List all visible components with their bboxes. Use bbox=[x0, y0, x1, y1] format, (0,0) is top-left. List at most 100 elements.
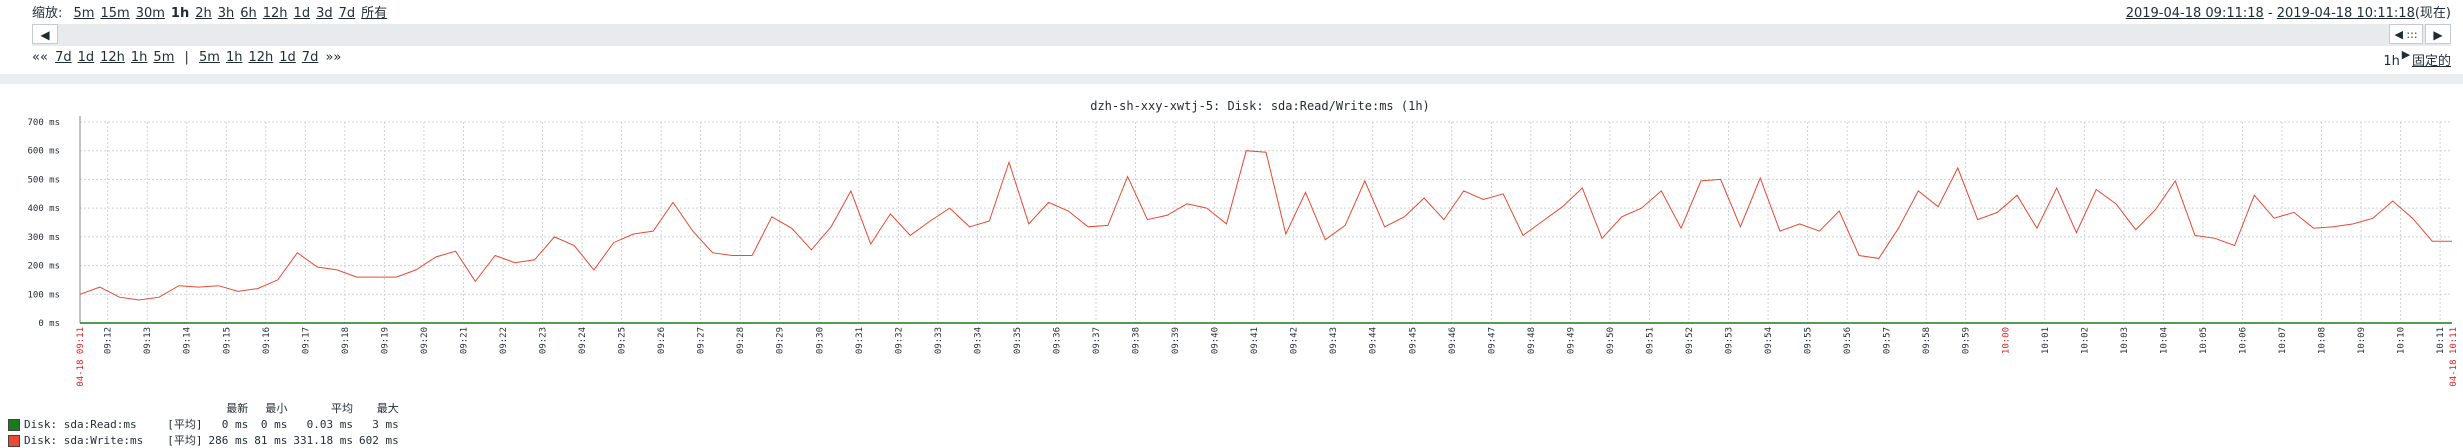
legend-max-write: 602 ms bbox=[358, 433, 399, 447]
zoom-option-9[interactable]: 3d bbox=[316, 6, 333, 21]
x-tick-label: 09:27 bbox=[697, 327, 707, 354]
x-tick-label: 10:01 bbox=[2041, 327, 2051, 354]
x-tick-label: 09:25 bbox=[618, 327, 628, 354]
zoom-option-8[interactable]: 1d bbox=[293, 6, 311, 21]
nav-forward-link-4[interactable]: 7d bbox=[301, 50, 319, 65]
legend-header-last: 最新 bbox=[226, 402, 249, 415]
x-tick-label: 09:48 bbox=[1527, 327, 1537, 354]
x-tick-label: 10:08 bbox=[2318, 327, 2328, 354]
zoom-option-1[interactable]: 15m bbox=[100, 6, 130, 21]
nav-back-link-2[interactable]: 12h bbox=[100, 50, 125, 65]
chart-title: dzh-sh-xxy-xwtj-5: Disk: sda:Read/Write:… bbox=[1090, 99, 1430, 113]
x-tick-label: 09:59 bbox=[1962, 327, 1972, 354]
scroll-left-button[interactable]: ◀ bbox=[32, 24, 58, 44]
period-controls: 1h 固定的 bbox=[2383, 50, 2451, 69]
legend-min-read: 0 ms bbox=[260, 417, 288, 431]
x-tick-label: 10:09 bbox=[2357, 327, 2367, 354]
zoom-option-6[interactable]: 6h bbox=[240, 6, 257, 21]
legend-kind-read: [平均] bbox=[167, 418, 203, 431]
x-tick-label: 09:26 bbox=[657, 327, 667, 354]
y-tick-label: 0 ms bbox=[38, 319, 60, 329]
legend-avg-read: 0.03 ms bbox=[306, 417, 353, 431]
nav-separator: | bbox=[184, 50, 189, 65]
chart-series bbox=[79, 150, 2452, 324]
divider bbox=[0, 74, 2463, 84]
nav-back-link-0[interactable]: 7d bbox=[55, 50, 72, 65]
x-tick-label: 09:38 bbox=[1132, 327, 1142, 354]
scroll-right-button[interactable]: ▶ bbox=[2425, 24, 2451, 44]
date-range: 2019-04-18 09:11:18 - 2019-04-18 10:11:1… bbox=[2126, 2, 2451, 21]
graph: dzh-sh-xxy-xwtj-5: Disk: sda:Read/Write:… bbox=[27, 99, 2459, 387]
x-tick-label: 09:20 bbox=[420, 327, 430, 354]
fixed-toggle[interactable]: 固定的 bbox=[2411, 54, 2451, 69]
x-tick-label: 09:34 bbox=[973, 327, 983, 354]
chart-grid bbox=[80, 121, 2452, 324]
zoom-option-4[interactable]: 2h bbox=[195, 6, 212, 21]
x-tick-label: 09:36 bbox=[1052, 327, 1062, 354]
nav-forward-link-3[interactable]: 1d bbox=[279, 50, 296, 65]
legend: 最新 最小 平均 最大 Disk: sda:Read:ms [平均] 0 ms … bbox=[8, 400, 405, 448]
zoom-option-0[interactable]: 5m bbox=[73, 6, 95, 21]
nav-forward-link-0[interactable]: 5m bbox=[199, 50, 220, 65]
x-tick-label: 09:45 bbox=[1408, 327, 1418, 354]
y-tick-label: 700 ms bbox=[27, 118, 60, 128]
x-tick-label: 09:58 bbox=[1922, 327, 1932, 354]
x-tick-label: 09:44 bbox=[1369, 327, 1379, 354]
legend-min-write: 81 ms bbox=[254, 433, 288, 447]
x-tick-label: 09:54 bbox=[1764, 327, 1774, 354]
legend-last-read: 0 ms bbox=[221, 417, 249, 431]
nav-forward-link-1[interactable]: 1h bbox=[225, 50, 243, 65]
x-tick-label: 09:13 bbox=[143, 327, 153, 354]
legend-swatch-write bbox=[8, 434, 20, 447]
range-to[interactable]: 2019-04-18 10:11:18 bbox=[2276, 6, 2415, 21]
scroll-handle[interactable]: ◀ ::: ▶ bbox=[2389, 24, 2423, 61]
x-tick-label: 09:32 bbox=[894, 327, 904, 354]
nav-forward-items: 5m 1h 12h 1d 7d bbox=[196, 50, 321, 65]
zoom-option-5[interactable]: 3h bbox=[217, 6, 235, 21]
zoom-option-11[interactable]: 所有 bbox=[361, 6, 388, 21]
x-tick-label: 09:53 bbox=[1725, 327, 1735, 354]
x-tick-label: 10:11 bbox=[2436, 327, 2446, 354]
time-scrollbar[interactable] bbox=[32, 24, 2451, 46]
zoom-option-10[interactable]: 7d bbox=[338, 6, 356, 21]
zoom-option-3[interactable]: 1h bbox=[170, 6, 190, 21]
x-tick-label: 09:12 bbox=[104, 327, 114, 354]
zoom-label: 缩放: bbox=[32, 6, 63, 21]
x-tick-label: 09:17 bbox=[301, 327, 311, 354]
x-tick-label: 09:28 bbox=[736, 327, 746, 354]
x-tick-label: 09:57 bbox=[1883, 327, 1893, 354]
nav-forward-link-2[interactable]: 12h bbox=[248, 50, 274, 65]
x-tick-label: 09:18 bbox=[341, 327, 351, 354]
legend-name-read: Disk: sda:Read:ms bbox=[24, 417, 137, 431]
x-tick-label: 10:02 bbox=[2080, 327, 2090, 354]
zoom-option-7[interactable]: 12h bbox=[262, 6, 288, 21]
x-tick-label: 09:56 bbox=[1843, 327, 1853, 354]
x-tick-label: 09:35 bbox=[1013, 327, 1023, 354]
nav-forward-icon: »» bbox=[325, 50, 342, 65]
legend-row-read: Disk: sda:Read:ms [平均] 0 ms 0 ms 0.03 ms… bbox=[8, 416, 405, 432]
x-tick-label: 09:49 bbox=[1566, 327, 1576, 354]
y-tick-label: 500 ms bbox=[27, 175, 60, 185]
legend-spacer bbox=[8, 400, 149, 416]
legend-avg-write: 331.18 ms bbox=[293, 433, 353, 447]
nav-back-link-3[interactable]: 1h bbox=[130, 50, 148, 65]
x-tick-label: 10:10 bbox=[2397, 327, 2407, 354]
x-tick-label: 09:21 bbox=[459, 327, 469, 354]
x-tick-label: 09:55 bbox=[1804, 327, 1814, 354]
range-from[interactable]: 2019-04-18 09:11:18 bbox=[2125, 6, 2264, 21]
x-tick-label: 09:39 bbox=[1171, 327, 1181, 354]
nav-back-link-4[interactable]: 5m bbox=[153, 50, 175, 65]
x-tick-label: 09:51 bbox=[1645, 327, 1655, 354]
x-tick-label: 10:04 bbox=[2159, 327, 2169, 354]
x-tick-label: 09:52 bbox=[1685, 327, 1695, 354]
x-tick-label: 09:29 bbox=[776, 327, 786, 354]
legend-header-avg: 平均 bbox=[330, 402, 353, 415]
x-axis: 09:12 09:13 09:14 09:15 09:16 09:17 09:18 09:19… bbox=[76, 322, 2459, 387]
legend-name-write: Disk: sda:Write:ms bbox=[24, 433, 144, 447]
zoom-option-2[interactable]: 30m bbox=[135, 6, 165, 21]
nav-back-icon: «« bbox=[32, 50, 48, 65]
nav-back-link-1[interactable]: 1d bbox=[77, 50, 95, 65]
legend-spacer bbox=[149, 400, 208, 416]
range-now: (现在) bbox=[2414, 6, 2451, 21]
legend-row-write: Disk: sda:Write:ms [平均] 286 ms 81 ms 331… bbox=[8, 432, 405, 448]
